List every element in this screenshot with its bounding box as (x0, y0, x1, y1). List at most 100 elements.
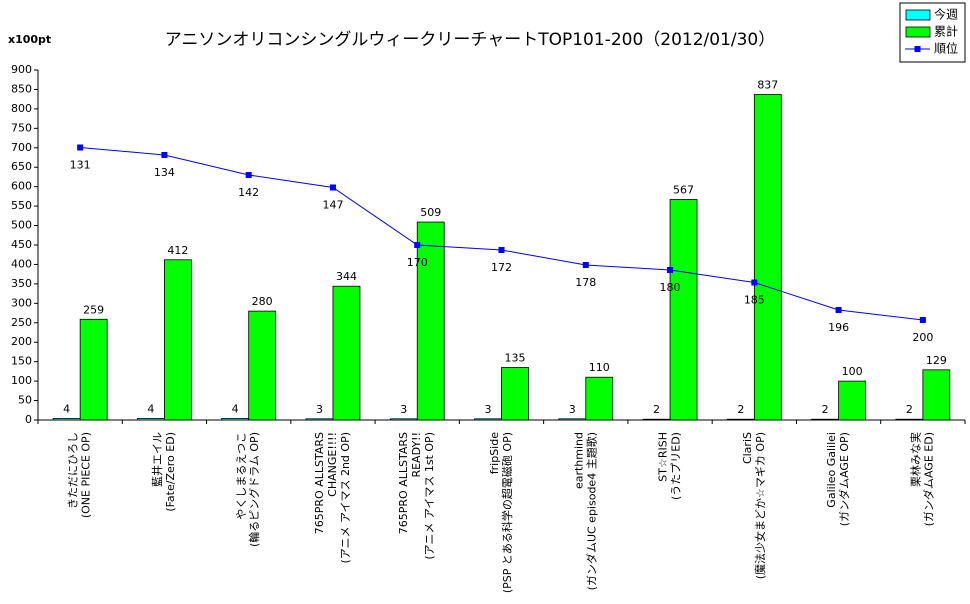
line-marker (582, 262, 589, 268)
bar (669, 199, 698, 421)
x-tick-label: (うたプリED) (670, 432, 683, 500)
data-label: 567 (673, 184, 694, 197)
data-label: 172 (491, 261, 512, 274)
y-tick-label: 650 (11, 160, 32, 173)
bar (895, 418, 924, 421)
y-tick-label: 450 (11, 238, 32, 251)
y-tick-label: 300 (11, 296, 32, 309)
data-label: 185 (744, 294, 765, 307)
line-marker (245, 172, 252, 178)
bar (558, 418, 587, 421)
y-axis-unit: x100pt (8, 33, 51, 46)
data-label: 509 (420, 206, 441, 219)
x-tick-label: ST☆RISH (657, 432, 670, 482)
bar (726, 418, 755, 421)
x-tick-label: (魔法少女まどか☆マギカ OP) (753, 432, 767, 579)
data-label: 178 (575, 276, 596, 289)
x-tick-label: (ガンダムUC episode4 主題歌) (584, 432, 598, 590)
data-label: 170 (407, 256, 428, 269)
data-label: 2 (653, 403, 660, 416)
line-marker (751, 279, 758, 286)
line-marker (329, 184, 336, 191)
y-tick-label: 100 (11, 374, 32, 387)
y-tick-label: 700 (11, 141, 32, 154)
x-tick-label: (ガンダムAGE OP) (837, 432, 851, 526)
data-label: 4 (147, 402, 154, 415)
data-label: 134 (154, 166, 175, 179)
bar (811, 418, 839, 421)
data-label: 196 (828, 321, 849, 334)
data-label: 4 (232, 402, 239, 415)
y-tick-label: 500 (11, 219, 32, 232)
data-label: 110 (589, 361, 610, 374)
chart-title: アニソンオリコンシングルウィークリーチャートTOP101-200（2012/01… (165, 30, 776, 50)
bar (585, 376, 614, 421)
legend-marker (914, 46, 921, 52)
bar (332, 285, 361, 421)
data-label: 259 (83, 303, 104, 316)
x-tick-label: ClariS (741, 432, 754, 464)
x-tick-label: CHANGE!!!! (326, 432, 339, 497)
x-tick-label: きただにひろし (67, 432, 80, 509)
line-marker (77, 144, 84, 151)
y-tick-label: 900 (11, 63, 32, 76)
bar (248, 310, 277, 421)
data-label: 280 (252, 295, 273, 308)
data-label: 131 (70, 159, 91, 172)
bar (753, 94, 782, 421)
data-label: 142 (238, 186, 259, 199)
line-marker (414, 242, 421, 248)
y-tick-label: 400 (11, 257, 32, 270)
bar (416, 221, 445, 421)
x-tick-label: (輪るピングドラム OP) (247, 432, 261, 547)
x-tick-label: 栗林みな実 (908, 432, 922, 487)
x-tick-label: やくしまるえつこ (235, 432, 248, 520)
bar (137, 418, 165, 421)
y-tick-label: 750 (11, 121, 32, 134)
x-tick-label: (アニメ アイマス 1st OP) (423, 432, 436, 560)
y-tick-label: 150 (11, 355, 32, 368)
bar (838, 380, 866, 421)
legend-label: 累計 (934, 24, 958, 39)
bar (474, 418, 502, 421)
line-marker (835, 307, 842, 313)
y-tick-label: 850 (11, 82, 32, 95)
data-label: 135 (505, 352, 526, 365)
x-tick-label: 765PRO ALLSTARS (397, 432, 410, 534)
bar (52, 418, 81, 421)
data-label: 180 (660, 281, 681, 294)
data-label: 2 (737, 403, 744, 416)
line-marker (919, 317, 926, 323)
data-label: 3 (485, 403, 492, 416)
x-tick-label: fripSide (488, 432, 501, 474)
data-label: 837 (757, 79, 778, 92)
x-tick-label: 765PRO ALLSTARS (313, 432, 326, 534)
legend-swatch (905, 9, 931, 21)
x-tick-label: READY!! (410, 432, 423, 478)
data-label: 3 (569, 403, 576, 416)
x-tick-label: (Fate/Zero ED) (164, 432, 177, 512)
bar (164, 259, 192, 421)
x-tick-label: Galileo Galilei (825, 432, 838, 508)
legend-swatch (905, 26, 931, 38)
y-tick-label: 600 (11, 180, 32, 193)
x-tick-label: 藍井エイル (150, 432, 164, 487)
legend-label: 今週 (934, 7, 958, 22)
y-tick-label: 50 (18, 394, 32, 407)
bar (305, 418, 334, 421)
y-tick-label: 200 (11, 335, 32, 348)
y-tick-label: 0 (25, 413, 32, 426)
x-tick-label: (ガンダムAGE ED) (921, 432, 935, 526)
data-label: 2 (906, 403, 913, 416)
data-label: 200 (912, 331, 933, 344)
data-label: 4 (63, 402, 70, 415)
bar (501, 367, 529, 421)
y-tick-label: 550 (11, 199, 32, 212)
y-tick-label: 350 (11, 277, 32, 290)
data-label: 412 (167, 244, 188, 257)
legend-label: 順位 (934, 41, 958, 56)
data-label: 2 (822, 403, 829, 416)
data-label: 3 (316, 403, 323, 416)
